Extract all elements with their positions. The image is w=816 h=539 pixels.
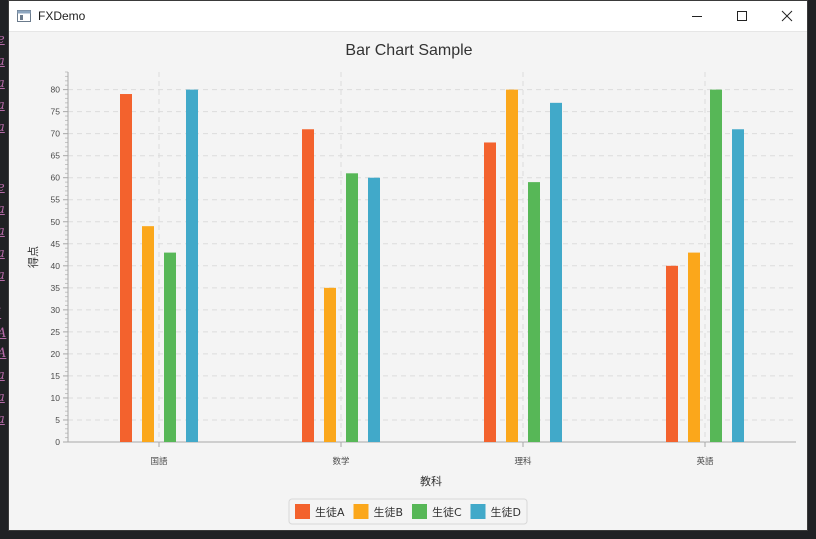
- background-text-fragment: a: [0, 412, 5, 427]
- x-tick-label: 英語: [696, 456, 714, 466]
- legend: 生徒A 生徒B 生徒C 生徒D: [288, 498, 528, 525]
- bar: [550, 102, 562, 442]
- background-text-fragment: a: [0, 246, 5, 261]
- background-text-fragment: A: [0, 346, 6, 361]
- x-tick-label: 数学: [332, 456, 350, 466]
- y-tick-label: 80: [51, 85, 61, 95]
- bar: [506, 89, 518, 442]
- chart-title: Bar Chart Sample: [345, 42, 472, 59]
- y-tick-label: 75: [51, 107, 61, 117]
- title-bar[interactable]: FXDemo: [9, 1, 807, 32]
- bar: [666, 265, 678, 442]
- background-text-fragment: A: [0, 326, 6, 341]
- legend-swatch: [353, 504, 369, 519]
- background-text-fragment: a: [0, 268, 5, 283]
- y-tick-label: 55: [51, 195, 61, 205]
- legend-label: 生徒B: [374, 505, 404, 519]
- background-text-fragment: e: [0, 180, 5, 195]
- bar: [368, 177, 380, 442]
- background-text-fragment: i: [0, 306, 1, 321]
- bar: [346, 173, 358, 443]
- legend-label: 生徒A: [315, 505, 345, 519]
- bar: [120, 94, 132, 443]
- background-text-fragment: a: [0, 98, 5, 113]
- y-tick-label: 65: [51, 151, 61, 161]
- plot-area: 0 5 10 15 20 25 30 35 40 45 50 55 60 65 70 75 80 国語 数学 理科 英語: [51, 71, 796, 466]
- legend-label: 生徒D: [491, 505, 521, 519]
- bar: [732, 129, 744, 442]
- background-text-fragment: a: [0, 202, 5, 217]
- plot-background: [68, 72, 796, 442]
- minimize-icon: [691, 16, 702, 17]
- app-icon: [17, 10, 31, 22]
- y-tick-label: 5: [55, 415, 60, 425]
- background-text-fragment: a: [0, 390, 5, 405]
- y-tick-label: 20: [51, 349, 61, 359]
- background-window-strip: e a a a a e a a a a i A A a a a: [0, 0, 8, 539]
- background-text-fragment: a: [0, 368, 5, 383]
- maximize-button[interactable]: [719, 1, 764, 31]
- bar-chart: Bar Chart Sample 0 5 10 15 20 25 30 35 40 45 50 55 6…: [27, 42, 796, 525]
- legend-swatch: [412, 504, 427, 519]
- bar: [484, 142, 496, 442]
- y-tick-label: 70: [51, 129, 61, 139]
- bar: [324, 287, 336, 442]
- bar: [688, 252, 700, 442]
- bar: [302, 129, 314, 442]
- background-text-fragment: a: [0, 76, 5, 91]
- close-button[interactable]: [764, 1, 809, 31]
- bar: [164, 252, 176, 442]
- background-text-fragment: e: [0, 32, 5, 47]
- background-text-fragment: a: [0, 54, 5, 69]
- y-tick-label: 35: [51, 283, 61, 293]
- bar: [710, 89, 722, 442]
- background-text-fragment: a: [0, 120, 5, 135]
- window-title: FXDemo: [38, 9, 86, 23]
- close-icon: [781, 10, 792, 22]
- x-tick-label: 理科: [514, 456, 532, 466]
- y-tick-label: 25: [51, 327, 61, 337]
- maximize-icon: [736, 11, 747, 21]
- legend-box: [288, 498, 528, 525]
- y-tick-label: 10: [51, 393, 61, 403]
- bar: [528, 182, 540, 442]
- x-axis-title: 教科: [420, 474, 442, 488]
- x-tick-label: 国語: [150, 456, 168, 466]
- y-tick-label: 40: [51, 261, 61, 271]
- bar: [142, 226, 154, 442]
- legend-swatch: [470, 504, 486, 519]
- bar: [186, 89, 198, 442]
- minimize-button[interactable]: [674, 1, 719, 31]
- y-tick-label: 45: [51, 239, 61, 249]
- legend-swatch: [295, 504, 310, 519]
- y-tick-label: 0: [55, 437, 60, 447]
- app-window: FXDemo Bar Chart Sample 0 5 10 15 20 25 30 35 40…: [8, 0, 808, 531]
- legend-label: 生徒C: [432, 505, 462, 519]
- background-text-fragment: a: [0, 224, 5, 239]
- y-tick-label: 50: [51, 217, 61, 227]
- y-tick-label: 30: [51, 305, 61, 315]
- y-tick-label: 60: [51, 173, 61, 183]
- y-axis-title: 得点: [27, 246, 40, 268]
- y-tick-label: 15: [51, 371, 61, 381]
